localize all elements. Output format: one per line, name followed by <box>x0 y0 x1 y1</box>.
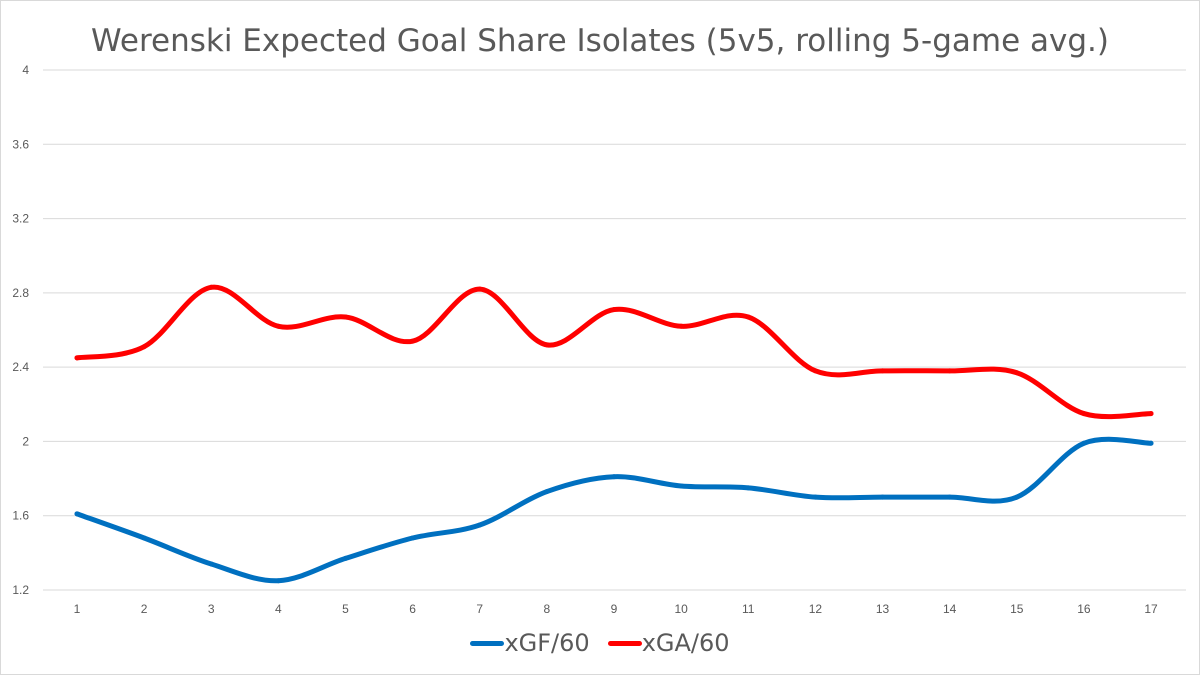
legend-swatch-xgf <box>470 640 505 646</box>
y-tick-label: 2 <box>22 434 29 448</box>
data-point <box>1014 370 1020 376</box>
y-tick-label: 3.6 <box>12 137 29 151</box>
legend-item-xgf: xGF/60 <box>470 629 590 657</box>
x-tick-label: 12 <box>809 602 823 616</box>
data-point <box>1148 440 1154 446</box>
x-tick-label: 9 <box>611 602 618 616</box>
data-point <box>141 344 147 350</box>
x-tick-label: 17 <box>1144 602 1158 616</box>
data-point <box>678 323 684 329</box>
x-tick-label: 14 <box>943 602 957 616</box>
data-point <box>812 494 818 500</box>
legend-label-xga: xGA/60 <box>641 629 730 657</box>
data-point <box>141 535 147 541</box>
data-point <box>74 355 80 361</box>
series-line-xgf <box>74 436 1154 584</box>
y-tick-label: 2.8 <box>12 286 29 300</box>
x-tick-label: 10 <box>674 602 688 616</box>
data-point <box>343 555 348 561</box>
y-tick-label: 1.2 <box>12 583 29 597</box>
data-point <box>544 342 550 348</box>
data-point <box>812 368 818 374</box>
data-point <box>947 368 953 374</box>
data-point <box>1148 411 1154 417</box>
legend-item-xga: xGA/60 <box>607 629 730 657</box>
x-tick-label: 13 <box>876 602 890 616</box>
x-tick-label: 6 <box>409 602 416 616</box>
series-line-xga <box>74 284 1154 420</box>
data-point <box>1081 440 1087 446</box>
legend-swatch-xga <box>607 640 642 646</box>
x-tick-label: 4 <box>275 602 282 616</box>
y-tick-label: 3.2 <box>12 212 29 226</box>
x-tick-label: 1 <box>74 602 81 616</box>
data-point <box>410 535 416 541</box>
x-tick-label: 16 <box>1077 602 1091 616</box>
data-point <box>947 494 953 500</box>
data-point <box>678 483 684 489</box>
data-point <box>611 307 617 313</box>
data-point <box>343 314 348 320</box>
x-tick-label: 7 <box>476 602 483 616</box>
data-point <box>208 284 214 290</box>
data-point <box>410 338 416 344</box>
data-point <box>611 474 617 480</box>
x-axis-ticks: 1 2 3 4 5 6 7 8 9 10 11 12 13 14 15 16 17 <box>74 602 1158 616</box>
x-tick-label: 11 <box>742 602 755 616</box>
data-point <box>275 323 281 329</box>
data-point <box>275 578 281 584</box>
data-point <box>745 485 751 491</box>
x-tick-label: 8 <box>544 602 551 616</box>
legend-label-xgf: xGF/60 <box>504 629 590 657</box>
data-point <box>544 489 550 495</box>
data-point <box>208 561 214 567</box>
x-tick-label: 3 <box>208 602 215 616</box>
y-tick-label: 4 <box>22 63 29 77</box>
gridlines <box>43 69 1186 591</box>
data-point <box>880 494 885 500</box>
y-tick-label: 1.6 <box>12 509 29 523</box>
x-tick-label: 15 <box>1010 602 1024 616</box>
data-point <box>477 286 483 292</box>
x-tick-label: 5 <box>342 602 349 616</box>
data-point <box>745 314 751 320</box>
y-tick-label: 2.4 <box>12 360 29 374</box>
chart-title: Werenski Expected Goal Share Isolates (5… <box>91 23 1109 59</box>
legend: xGF/60 xGA/60 <box>1 629 1199 657</box>
data-point <box>477 522 483 528</box>
data-point <box>1081 411 1087 417</box>
series-lines <box>74 284 1154 584</box>
data-point <box>880 368 885 374</box>
y-axis-ticks: 1.2 1.6 2 2.4 2.8 3.2 3.6 4 <box>12 63 29 597</box>
data-point <box>1014 494 1020 500</box>
x-tick-label: 2 <box>141 602 148 616</box>
data-point <box>74 511 80 517</box>
